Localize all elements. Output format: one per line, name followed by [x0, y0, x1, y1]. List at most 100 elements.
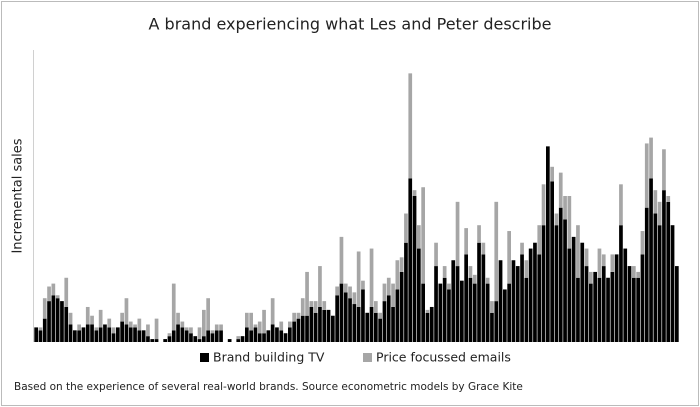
- bar-segment: [128, 327, 133, 342]
- bar-segment: [485, 283, 490, 342]
- bar-segment: [64, 306, 69, 342]
- bar-segment: [610, 254, 615, 272]
- bar-segment: [348, 286, 352, 299]
- bar-segment: [399, 257, 404, 272]
- legend-swatch: [200, 353, 209, 362]
- bar-segment: [184, 330, 189, 342]
- bar-segment: [541, 225, 546, 342]
- bar-segment: [64, 277, 69, 307]
- bar-segment: [425, 309, 430, 313]
- bar-segment: [227, 339, 232, 342]
- bar-segment: [640, 254, 645, 342]
- bar-segment: [322, 309, 327, 342]
- bar-segment: [288, 321, 292, 328]
- bar-segment: [481, 254, 486, 342]
- bar-segment: [206, 330, 210, 342]
- bar-segment: [567, 248, 572, 342]
- bar-segment: [438, 283, 443, 342]
- bar-segment: [352, 292, 357, 305]
- bar-segment: [219, 324, 223, 331]
- bar-segment: [662, 190, 666, 342]
- bar-segment: [558, 207, 563, 342]
- bar-segment: [240, 336, 245, 342]
- bar-segment: [451, 260, 456, 342]
- bar-segment: [176, 324, 180, 342]
- bar-segment: [636, 277, 640, 342]
- bar-segment: [472, 274, 477, 284]
- bar-segment: [352, 304, 357, 342]
- bar-segment: [300, 315, 305, 342]
- bar-segment: [546, 146, 550, 342]
- bar-segment: [666, 201, 671, 342]
- bar-segment: [391, 306, 395, 342]
- bar-segment: [339, 236, 344, 284]
- bar-segment: [210, 330, 215, 334]
- bar-segment: [339, 283, 344, 342]
- bar-segment: [477, 225, 481, 243]
- bar-segment: [468, 277, 473, 342]
- bar-segment: [468, 266, 473, 278]
- bar-segment: [184, 327, 189, 331]
- bar-segment: [305, 271, 309, 316]
- bar-segment: [128, 321, 133, 328]
- bar-segment: [90, 324, 94, 342]
- bar-segment: [515, 266, 520, 342]
- bar-segment: [412, 190, 417, 196]
- bar-segment: [520, 242, 524, 255]
- bar-segment: [507, 231, 511, 284]
- bar-segment: [537, 254, 542, 342]
- bar-segment: [107, 327, 112, 342]
- bar-segment: [141, 330, 146, 342]
- bar-segment: [485, 277, 490, 284]
- bar-segment: [408, 178, 413, 342]
- bar-segment: [404, 242, 408, 342]
- bar-segment: [335, 286, 339, 296]
- bar-segment: [197, 327, 202, 340]
- bar-segment: [361, 280, 365, 290]
- bar-segment: [133, 327, 137, 342]
- bar-segment: [361, 289, 365, 342]
- bar-segment: [257, 321, 262, 334]
- bar-segment: [503, 289, 507, 342]
- bar-segment: [305, 315, 309, 342]
- bar-segment: [507, 283, 511, 342]
- bar-segment: [558, 172, 563, 208]
- bar-segment: [619, 184, 623, 226]
- bar-segment: [494, 301, 499, 342]
- bar-segment: [408, 73, 413, 179]
- bar-segment: [589, 271, 593, 284]
- bar-segment: [464, 228, 468, 255]
- bar-segment: [279, 321, 284, 331]
- bar-segment: [154, 339, 159, 342]
- bar-segment: [34, 327, 38, 342]
- bar-segment: [167, 333, 172, 337]
- bar-segment: [171, 330, 176, 342]
- bar-segment: [335, 295, 339, 342]
- bar-segment: [245, 312, 249, 328]
- bar-segment: [528, 248, 533, 342]
- bar-segment: [447, 289, 451, 342]
- bar-segment: [442, 277, 447, 342]
- bar-segment: [322, 301, 327, 310]
- bar-segment: [85, 324, 90, 342]
- bar-segment: [253, 327, 258, 342]
- bar-segment: [378, 312, 382, 319]
- bar-segment: [133, 324, 137, 328]
- bar-segment: [584, 248, 589, 267]
- bar-segment: [365, 312, 370, 342]
- bar-segment: [584, 266, 589, 342]
- legend-swatch: [363, 353, 372, 362]
- bar-segment: [614, 254, 619, 342]
- legend-label: Brand building TV: [213, 350, 325, 365]
- bar-segment: [300, 298, 305, 316]
- bar-segment: [417, 248, 421, 342]
- bar-segment: [404, 213, 408, 243]
- bar-segment: [60, 301, 64, 342]
- bar-segment: [477, 242, 481, 342]
- bar-segment: [395, 260, 400, 290]
- bar-segment: [442, 266, 447, 278]
- bar-segment: [81, 327, 86, 342]
- bar-segment: [619, 225, 623, 342]
- bar-segment: [369, 306, 374, 342]
- bar-segment: [434, 266, 438, 342]
